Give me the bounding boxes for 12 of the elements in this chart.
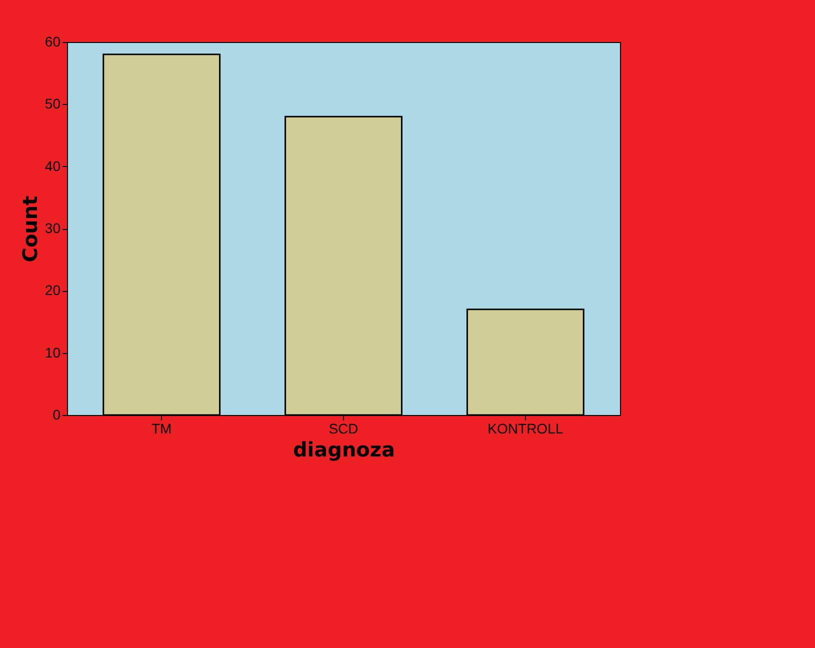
x-tick-label: KONTROLL bbox=[488, 420, 564, 436]
x-axis-title: diagnoza bbox=[292, 438, 396, 462]
y-tick-label: 60 bbox=[44, 34, 61, 50]
y-tick-label: 20 bbox=[44, 282, 61, 298]
y-tick-label: 40 bbox=[44, 158, 61, 174]
x-tick-label: TM bbox=[151, 420, 172, 436]
y-tick-label: 30 bbox=[44, 220, 61, 236]
y-tick-label: 10 bbox=[44, 344, 61, 360]
y-tick-label: 50 bbox=[44, 96, 61, 112]
y-axis-title: Count bbox=[18, 195, 42, 262]
x-tick-label: SCD bbox=[328, 420, 358, 436]
y-tick-label: 0 bbox=[52, 406, 61, 422]
